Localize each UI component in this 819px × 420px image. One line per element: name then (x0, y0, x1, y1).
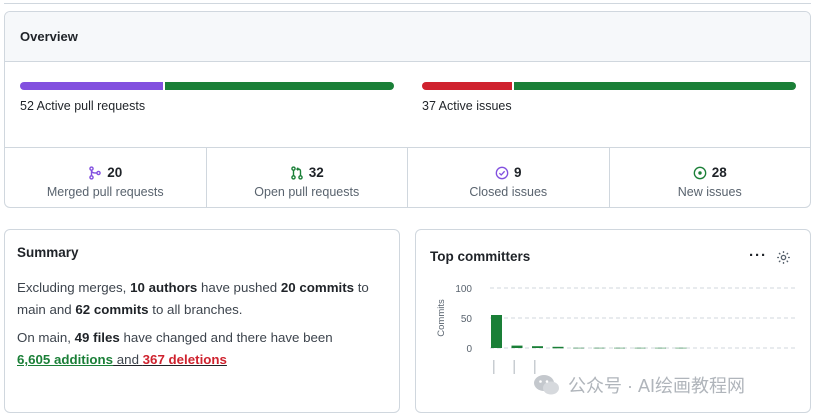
bar (655, 347, 666, 349)
active-issues-label[interactable]: 37 Active issues (422, 99, 512, 113)
y-tick-label: 50 (461, 314, 473, 325)
summary-title: Summary (17, 245, 79, 260)
bar (675, 347, 687, 349)
main-commits-count: 20 commits (280, 280, 355, 295)
closed-segment[interactable] (422, 82, 513, 90)
files-count: 49 files (74, 330, 120, 345)
top-committers-panel: Top committers ··· 100 50 0 Commits (415, 229, 811, 413)
y-tick-label: 100 (455, 284, 472, 295)
stat-label: New issues (677, 185, 742, 199)
pull-request-bar-group: 52 Active pull requests (20, 82, 394, 113)
stat-label: Closed issues (469, 185, 548, 199)
bar (593, 347, 605, 349)
new-segment[interactable] (514, 82, 796, 90)
stat-merged-pull-requests[interactable]: 20 Merged pull requests (5, 148, 207, 207)
x-axis-marker (534, 360, 536, 374)
summary-paragraph-commits: Excluding merges, 10 authors have pushed… (17, 277, 387, 321)
issue-bar-group: 37 Active issues (422, 82, 796, 113)
stat-label: Open pull requests (254, 185, 360, 199)
stat-value: 32 (308, 165, 324, 180)
overview-title: Overview (5, 12, 810, 62)
text: Excluding merges, (17, 280, 131, 295)
overview-stats: 20 Merged pull requests 32 Open pull req… (5, 148, 811, 207)
y-tick-label: 0 (466, 344, 472, 355)
bar (634, 347, 646, 349)
more-options-button[interactable]: ··· (749, 247, 767, 264)
text: and (113, 352, 143, 367)
check-circle-icon (495, 166, 509, 179)
stat-value: 28 (711, 165, 727, 180)
active-pull-requests-label[interactable]: 52 Active pull requests (20, 99, 146, 113)
commits-chart: 100 50 0 Commits (436, 284, 798, 374)
watermark: 公众号 · AI绘画教程网 (532, 372, 745, 398)
text: On main, (17, 330, 75, 345)
text: have pushed (197, 280, 281, 295)
watermark-text: 公众号 · AI绘画教程网 (568, 376, 746, 396)
open-segment[interactable] (165, 82, 394, 90)
pull-request-icon (290, 165, 303, 180)
y-axis-label: Commits (436, 299, 447, 337)
pull-request-bar[interactable] (20, 82, 394, 90)
text: have changed and there have been (119, 330, 333, 345)
stat-new-issues[interactable]: 28 New issues (610, 148, 811, 207)
stat-value: 9 (513, 165, 522, 180)
activity-bars: 52 Active pull requests 37 Active issues (5, 62, 810, 148)
stat-closed-issues[interactable]: 9 Closed issues (408, 148, 610, 207)
x-axis-marker (493, 360, 495, 374)
text: to main and (17, 280, 369, 317)
all-commits-count: 62 commits (75, 302, 149, 317)
deletions-count: 367 deletions (142, 352, 227, 367)
issue-bar[interactable] (422, 82, 796, 90)
wechat-logo-icon (534, 375, 559, 395)
bar (511, 345, 523, 348)
x-axis-marker (513, 360, 515, 374)
additions-count: 6,605 additions (17, 352, 114, 367)
bar (552, 346, 564, 349)
bar (573, 347, 584, 349)
stat-value: 20 (107, 165, 123, 180)
overview-panel: Overview 52 Active pull requests 37 Acti… (4, 11, 811, 208)
top-divider (4, 3, 811, 4)
summary-panel: Summary Excluding merges, 10 authors hav… (4, 229, 400, 413)
merged-segment[interactable] (20, 82, 164, 90)
bar (532, 346, 543, 348)
bar (614, 347, 625, 349)
authors-count: 10 authors (130, 280, 198, 295)
stat-label: Merged pull requests (46, 185, 164, 199)
issue-open-icon (693, 166, 707, 179)
changes-link[interactable]: 6,605 additions and 367 deletions (17, 352, 227, 367)
top-committers-title: Top committers (430, 249, 531, 264)
stat-open-pull-requests[interactable]: 32 Open pull requests (207, 148, 408, 207)
summary-paragraph-changes: On main, 49 files have changed and there… (17, 327, 387, 371)
gear-icon[interactable] (776, 250, 791, 265)
bar (491, 315, 502, 348)
text: to all branches. (148, 302, 243, 317)
merge-icon (89, 165, 102, 180)
